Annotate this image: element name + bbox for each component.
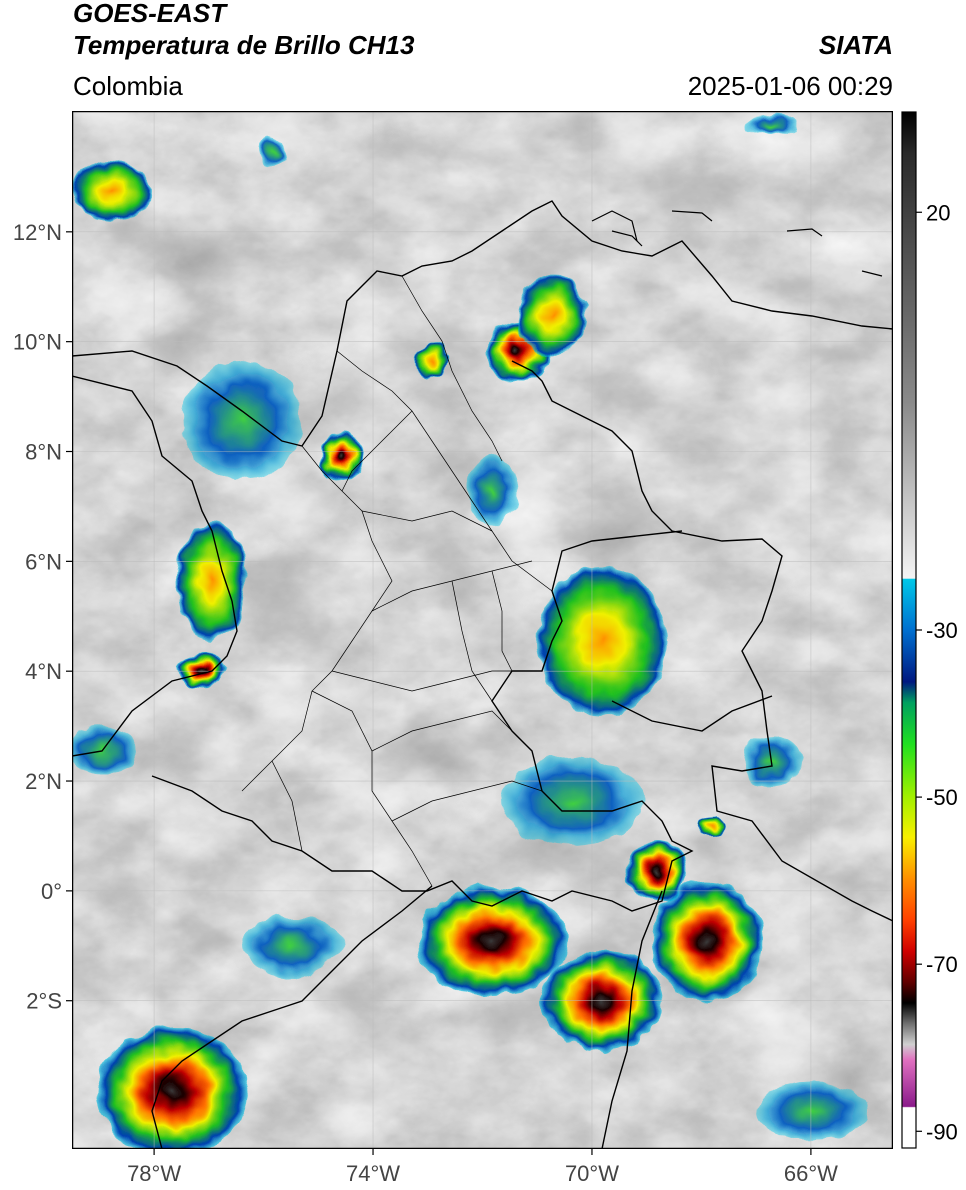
lat-tick-label: 6°N: [25, 549, 62, 574]
grid-lines: [72, 111, 893, 1149]
lat-tick-label: 8°N: [25, 440, 62, 465]
colorbar-tick-label: -70: [926, 952, 958, 977]
lat-tick-label: 4°N: [25, 659, 62, 684]
coastline-islands: [591, 210, 883, 277]
colorbar-gradient: [901, 111, 917, 1149]
colorbar-tick-label: -90: [926, 1119, 958, 1144]
colorbar-tick-label: 20: [926, 200, 950, 225]
satellite-map[interactable]: [72, 111, 893, 1149]
lat-tick-label: 2°N: [25, 769, 62, 794]
lon-tick-label: 78°W: [127, 1161, 181, 1186]
organization-label: SIATA: [818, 30, 893, 60]
satellite-title: GOES-EAST: [73, 0, 227, 28]
product-title: Temperatura de Brillo CH13: [73, 30, 415, 60]
lon-tick-label: 70°W: [565, 1161, 619, 1186]
region-label: Colombia: [73, 71, 183, 101]
country-borders: [72, 200, 893, 1149]
colorbar-tick-label: -30: [926, 618, 958, 643]
map-frame: [72, 111, 893, 1149]
convective-cells: [72, 116, 867, 1149]
colorbar: 20 -30 -50 -70 -90: [901, 111, 958, 1149]
lat-tick-label: 10°N: [13, 330, 62, 355]
lat-tick-label: 12°N: [13, 220, 62, 245]
department-borders: [241, 275, 553, 887]
timestamp-label: 2025-01-06 00:29: [687, 71, 893, 101]
lon-tick-label: 66°W: [784, 1161, 838, 1186]
colorbar-tick-label: -50: [926, 785, 958, 810]
lon-tick-label: 74°W: [346, 1161, 400, 1186]
lat-tick-label: 2°S: [26, 989, 62, 1014]
lat-tick-label: 0°: [41, 879, 62, 904]
